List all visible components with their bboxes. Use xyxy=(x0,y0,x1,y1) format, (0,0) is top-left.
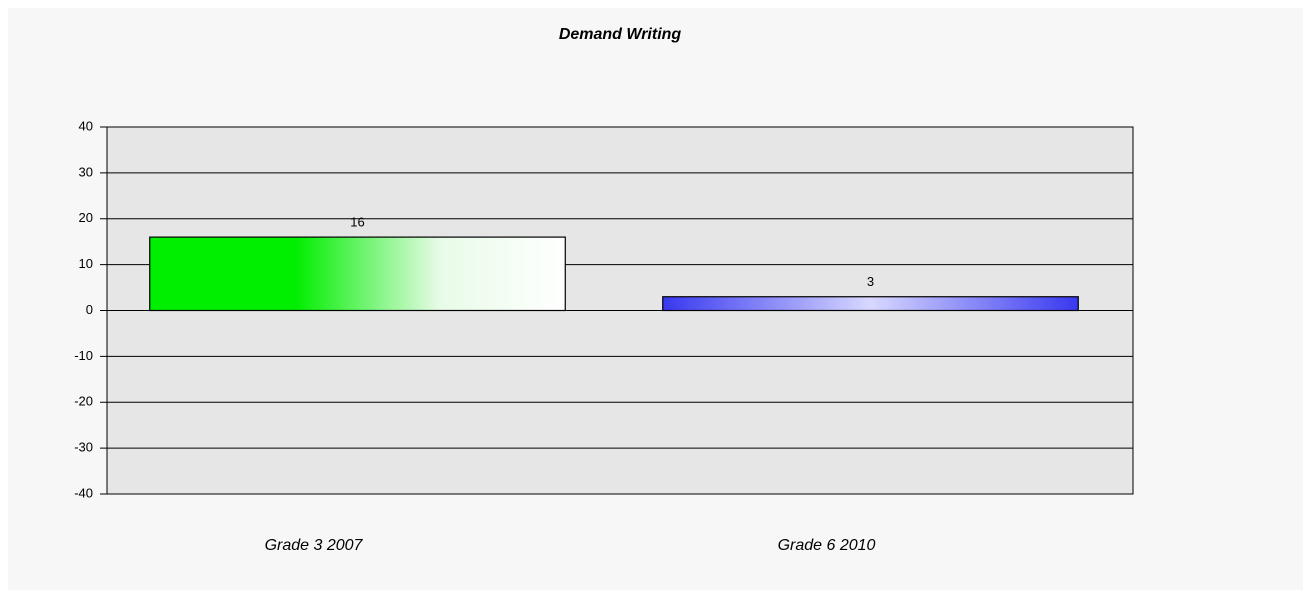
y-tick-label: 0 xyxy=(86,302,93,317)
x-tick-label: Grade 3 2007 xyxy=(265,537,364,554)
x-tick-label: Grade 6 2010 xyxy=(778,537,876,554)
y-tick-label: -40 xyxy=(74,485,93,500)
bar xyxy=(662,296,1079,312)
plot-border xyxy=(106,126,1134,495)
y-tick-label: -30 xyxy=(74,440,93,455)
y-tick-label: 40 xyxy=(79,118,93,133)
data-label: 16 xyxy=(350,215,364,230)
y-tick-label: 30 xyxy=(79,164,93,179)
y-tick-label: -10 xyxy=(74,348,93,363)
y-tick-label: 20 xyxy=(79,210,93,225)
y-tick-label: 10 xyxy=(79,256,93,271)
y-tick-label: -20 xyxy=(74,394,93,409)
data-label: 3 xyxy=(867,274,874,289)
chart-title: Demand Writing xyxy=(559,26,682,43)
bar xyxy=(149,236,566,312)
